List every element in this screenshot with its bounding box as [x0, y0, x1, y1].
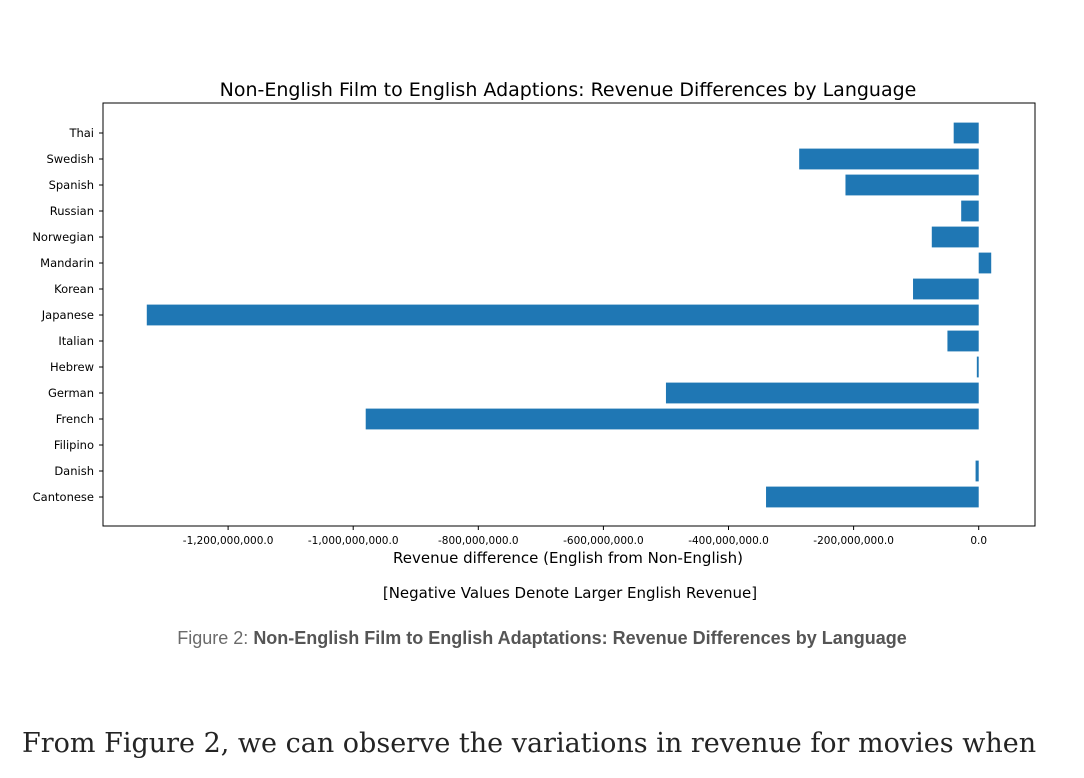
bar-french [365, 408, 979, 430]
x-tick-label: 0.0 [970, 535, 987, 547]
x-tick-label: -400,000,000.0 [688, 535, 769, 547]
chart-title: Non-English Film to English Adaptions: R… [220, 79, 917, 101]
bar-norwegian [931, 226, 979, 248]
bar-cantonese [766, 486, 979, 508]
bar-chart: Non-English Film to English Adaptions: R… [32, 79, 1036, 602]
y-tick-label: Cantonese [33, 490, 94, 504]
y-tick-label: Hebrew [50, 360, 94, 374]
bar-italian [947, 330, 979, 352]
y-tick-label: Japanese [41, 308, 94, 322]
bar-swedish [799, 148, 979, 170]
bar-mandarin [978, 252, 992, 274]
x-axis: -1,200,000,000.0 -1,000,000,000.0 -800,000… [183, 526, 987, 547]
y-tick-label: Italian [58, 334, 94, 348]
bar-korean [913, 278, 979, 300]
y-tick-label: Filipino [54, 438, 94, 452]
axis-note: [Negative Values Denote Larger English R… [383, 584, 757, 602]
figure-caption: Figure 2: Non-English Film to English Ad… [0, 628, 1084, 649]
y-tick-label: Thai [68, 126, 94, 140]
bar-spanish [845, 174, 979, 196]
y-tick-label: Danish [54, 464, 94, 478]
y-tick-label: Swedish [46, 152, 94, 166]
x-axis-label: Revenue difference (English from Non-Eng… [393, 549, 743, 567]
bar-russian [961, 200, 979, 222]
y-tick-label: Norwegian [32, 230, 94, 244]
y-axis: Cantonese Danish Filipino French German Hebre… [32, 126, 103, 504]
bar-thai [953, 122, 979, 144]
bars-layer [146, 122, 992, 508]
plot-frame [102, 102, 1036, 527]
caption-prefix: Figure 2: [177, 628, 254, 648]
y-tick-label: German [48, 386, 94, 400]
y-tick-label: Korean [54, 282, 94, 296]
x-tick-label: -200,000,000.0 [813, 535, 894, 547]
body-paragraph: From Figure 2, we can observe the variat… [22, 728, 1037, 759]
bar-german [665, 382, 979, 404]
figure: Non-English Film to English Adaptions: R… [0, 79, 1084, 649]
x-tick-label: -1,000,000,000.0 [308, 535, 399, 547]
bar-danish [975, 460, 979, 482]
x-tick-label: -600,000,000.0 [563, 535, 644, 547]
x-tick-label: -1,200,000,000.0 [183, 535, 274, 547]
x-tick-label: -800,000,000.0 [438, 535, 519, 547]
caption-title: Non-English Film to English Adaptations:… [253, 628, 907, 648]
bar-hebrew [976, 356, 979, 378]
y-tick-label: Mandarin [40, 256, 94, 270]
bar-japanese [146, 304, 979, 326]
y-tick-label: Russian [50, 204, 94, 218]
y-tick-label: Spanish [49, 178, 94, 192]
y-tick-label: French [56, 412, 94, 426]
